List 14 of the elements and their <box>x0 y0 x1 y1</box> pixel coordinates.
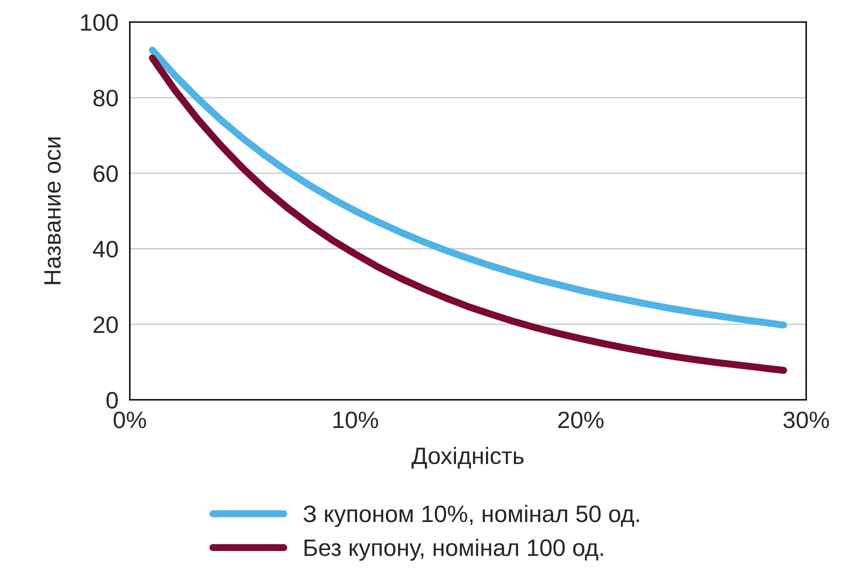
legend-label: Без купону, номінал 100 од. <box>304 538 603 561</box>
x-tick-label: 0% <box>114 412 146 428</box>
x-tick-label: 20% <box>558 412 604 428</box>
y-tick-label: 60 <box>94 165 118 182</box>
x-axis-title: Дохідність <box>412 446 524 469</box>
x-tick-label: 10% <box>333 412 378 428</box>
y-tick-label: 80 <box>93 90 118 106</box>
y-axis-title: Название оси <box>44 138 61 284</box>
y-tick-label: 0 <box>106 392 118 409</box>
legend-label: З купоном 10%, номінал 50 од. <box>303 504 639 527</box>
x-tick-label: 30% <box>783 412 829 428</box>
y-tick-label: 100 <box>81 14 118 31</box>
y-tick-label: 40 <box>92 240 118 258</box>
y-tick-label: 20 <box>94 316 118 334</box>
